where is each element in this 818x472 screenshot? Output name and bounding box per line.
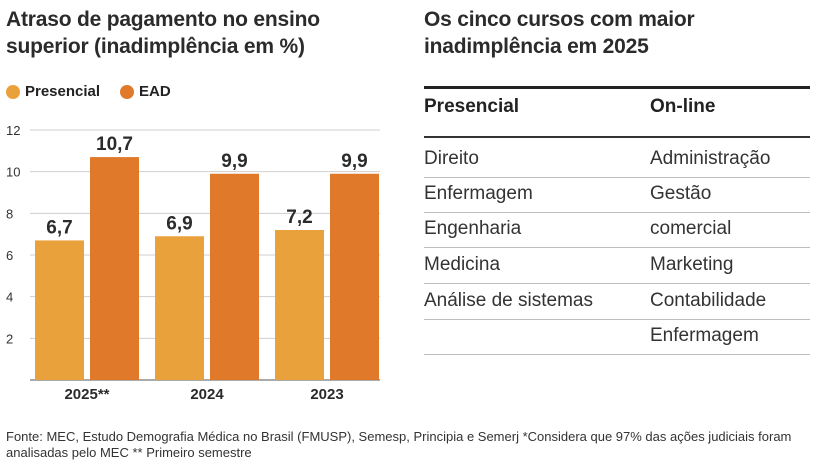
legend-ead: EAD	[120, 83, 171, 100]
table-cell-presencial: Engenharia	[424, 218, 522, 239]
chart-title: Atraso de pagamento no ensino superior (…	[6, 8, 320, 58]
table-cell-online: Gestão	[650, 183, 712, 204]
legend-ead-label: EAD	[139, 83, 171, 100]
table-title: Os cinco cursos com maior inadimplência …	[424, 8, 695, 58]
bar-presencial	[155, 236, 204, 380]
table-row-divider	[424, 177, 810, 178]
table-row-divider	[424, 247, 810, 248]
table-row-divider	[424, 319, 810, 320]
x-category-label: 2024	[190, 386, 224, 403]
y-tick-label: 10	[6, 165, 20, 180]
table-row-divider	[424, 283, 810, 284]
data-label: 9,9	[341, 151, 367, 172]
table-header-online: On-line	[650, 96, 716, 117]
bar-presencial	[35, 240, 84, 380]
legend-presencial-swatch	[6, 84, 20, 99]
bar-ead	[330, 173, 379, 380]
bar-ead	[90, 157, 139, 380]
table-header-presencial: Presencial	[424, 96, 520, 117]
data-label: 10,7	[96, 134, 133, 155]
legend-presencial-label: Presencial	[25, 83, 101, 100]
legend-presencial: Presencial	[6, 83, 100, 100]
table-cell-presencial: Direito	[424, 148, 479, 169]
data-label: 7,2	[286, 207, 312, 228]
table-header-rule	[424, 136, 810, 138]
table-cell-presencial: Medicina	[424, 254, 501, 275]
data-label: 6,7	[46, 217, 72, 238]
bar-chart: 2 4 6 8 10 12 6,7 10,7 2025** 6,9 9,9 2024 7,2 9,9 202…	[6, 123, 380, 403]
bar-presencial	[275, 230, 324, 380]
table-row-divider	[424, 212, 810, 213]
legend-ead-swatch	[120, 84, 134, 99]
table-cell-online: Marketing	[650, 254, 734, 275]
table-cell-presencial: Enfermagem	[424, 183, 533, 204]
y-tick-label: 6	[6, 248, 13, 263]
y-tick-label: 12	[6, 123, 20, 138]
y-tick-label: 8	[6, 206, 13, 221]
data-label: 6,9	[166, 213, 192, 234]
table-row-divider	[424, 354, 810, 355]
data-label: 9,9	[221, 151, 247, 172]
table-cell-online: Contabilidade	[650, 290, 767, 311]
bar-ead	[210, 173, 259, 380]
y-tick-label: 4	[6, 290, 13, 305]
x-category-label: 2025**	[64, 386, 109, 403]
table-cell-online: comercial	[650, 218, 732, 239]
y-tick-label: 2	[6, 331, 13, 346]
table-top-rule	[424, 86, 810, 89]
table-cell-online: Administração	[650, 148, 771, 169]
footnote: Fonte: MEC, Estudo Demografia Médica no …	[6, 429, 792, 460]
table-cell-online: Enfermagem	[650, 325, 759, 346]
table-cell-presencial: Análise de sistemas	[424, 290, 593, 311]
x-category-label: 2023	[310, 386, 343, 403]
